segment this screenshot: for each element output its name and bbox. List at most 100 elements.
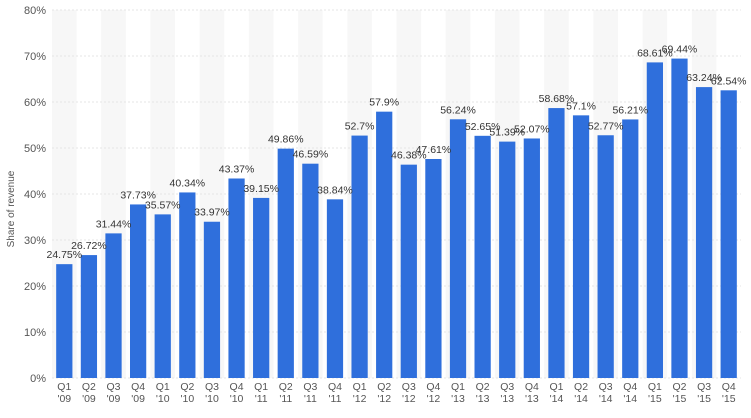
bar — [179, 192, 196, 378]
bar — [302, 163, 319, 378]
y-tick-label: 70% — [24, 51, 46, 63]
x-tick-label-year: '10 — [205, 393, 219, 405]
bar — [105, 233, 122, 378]
x-axis-ticks: Q1'09Q2'09Q3'09Q4'09Q1'10Q2'10Q3'10Q4'10… — [57, 381, 736, 405]
data-label: 40.34% — [170, 177, 206, 189]
data-label: 57.9% — [369, 97, 399, 109]
y-tick-label: 30% — [24, 235, 46, 247]
bar — [572, 115, 590, 378]
data-label: 69.44% — [662, 44, 698, 56]
x-tick-label: Q4 — [230, 381, 244, 393]
data-label: 35.57% — [145, 199, 181, 211]
x-tick-label-year: '10 — [180, 393, 194, 405]
data-label: 52.7% — [345, 121, 375, 133]
bar — [499, 141, 516, 378]
bar — [548, 108, 565, 379]
y-tick-label: 50% — [24, 143, 46, 155]
bar — [80, 255, 98, 378]
data-label: 43.37% — [219, 163, 255, 175]
data-label: 52.65% — [465, 121, 501, 133]
x-tick-label-year: '12 — [377, 393, 391, 405]
x-tick-label-year: '13 — [500, 393, 514, 405]
data-label: 47.61% — [416, 144, 452, 156]
y-tick-label: 20% — [24, 281, 46, 293]
bar — [154, 214, 171, 378]
data-label: 26.72% — [71, 240, 107, 252]
x-tick-label: Q1 — [254, 381, 268, 393]
x-tick-label: Q1 — [57, 381, 71, 393]
x-tick-label-year: '13 — [525, 393, 539, 405]
x-tick-label-year: '12 — [402, 393, 416, 405]
bar — [253, 197, 270, 378]
x-tick-label-year: '14 — [599, 393, 613, 405]
data-label: 49.86% — [268, 134, 304, 146]
x-tick-label: Q4 — [426, 381, 440, 393]
x-tick-label: Q2 — [574, 381, 588, 393]
data-label: 39.15% — [243, 183, 279, 195]
x-tick-label-year: '11 — [304, 393, 317, 405]
bar — [228, 178, 245, 378]
x-tick-label-year: '09 — [57, 393, 71, 405]
data-label: 38.84% — [317, 184, 353, 196]
x-tick-label: Q4 — [131, 381, 145, 393]
bar — [720, 90, 737, 378]
x-tick-label: Q3 — [500, 381, 514, 393]
data-label: 62.54% — [711, 75, 747, 87]
x-tick-label-year: '09 — [131, 393, 145, 405]
bars — [56, 58, 737, 379]
x-tick-label: Q1 — [549, 381, 563, 393]
y-tick-label: 60% — [24, 97, 46, 109]
x-tick-label: Q2 — [377, 381, 391, 393]
bar — [622, 119, 639, 379]
x-tick-label-year: '15 — [722, 393, 736, 405]
data-label: 56.21% — [612, 104, 648, 116]
x-tick-label: Q1 — [353, 381, 367, 393]
x-tick-label: Q1 — [156, 381, 170, 393]
x-tick-label: Q2 — [279, 381, 293, 393]
data-label: 52.77% — [588, 120, 624, 132]
x-tick-label: Q2 — [476, 381, 490, 393]
y-axis-ticks: 0% 10% 20% 30% 40% 50% 60% 70% 80% — [24, 5, 46, 385]
x-tick-label: Q4 — [722, 381, 736, 393]
data-label: 52.07% — [514, 123, 550, 135]
bar — [695, 87, 713, 378]
x-tick-label-year: '14 — [623, 393, 637, 405]
y-axis-title: Share of revenue — [6, 170, 17, 247]
x-tick-label-year: '09 — [82, 393, 96, 405]
y-tick-label: 80% — [24, 5, 46, 17]
bar — [400, 164, 417, 378]
data-label: 24.75% — [46, 249, 82, 261]
bar — [277, 148, 294, 378]
x-tick-label-year: '12 — [427, 393, 441, 405]
x-tick-label: Q3 — [697, 381, 711, 393]
data-label: 37.73% — [120, 189, 156, 201]
data-label: 33.97% — [194, 207, 230, 219]
bar — [425, 158, 442, 378]
data-label: 46.38% — [391, 150, 427, 162]
bar — [56, 264, 73, 378]
x-tick-label-year: '10 — [156, 393, 170, 405]
x-tick-label-year: '14 — [550, 393, 564, 405]
bar — [449, 119, 467, 379]
bar — [376, 111, 393, 378]
x-tick-label-year: '15 — [648, 393, 662, 405]
x-tick-label: Q2 — [672, 381, 686, 393]
x-tick-label: Q4 — [328, 381, 342, 393]
x-tick-label: Q2 — [82, 381, 96, 393]
x-tick-label: Q4 — [623, 381, 637, 393]
data-label: 63.24% — [686, 72, 722, 84]
x-tick-label: Q3 — [402, 381, 416, 393]
x-tick-label-year: '13 — [476, 393, 490, 405]
data-label: 51.39% — [489, 127, 525, 139]
x-tick-label-year: '15 — [673, 393, 687, 405]
x-tick-label-year: '14 — [574, 393, 588, 405]
bar — [130, 204, 147, 378]
data-label: 57.1% — [566, 100, 596, 112]
bar — [203, 221, 221, 378]
x-tick-label: Q2 — [180, 381, 194, 393]
gridlines — [52, 9, 741, 379]
bar — [326, 199, 344, 378]
bar — [646, 62, 663, 378]
data-label: 46.59% — [293, 149, 329, 161]
bar — [597, 135, 614, 378]
